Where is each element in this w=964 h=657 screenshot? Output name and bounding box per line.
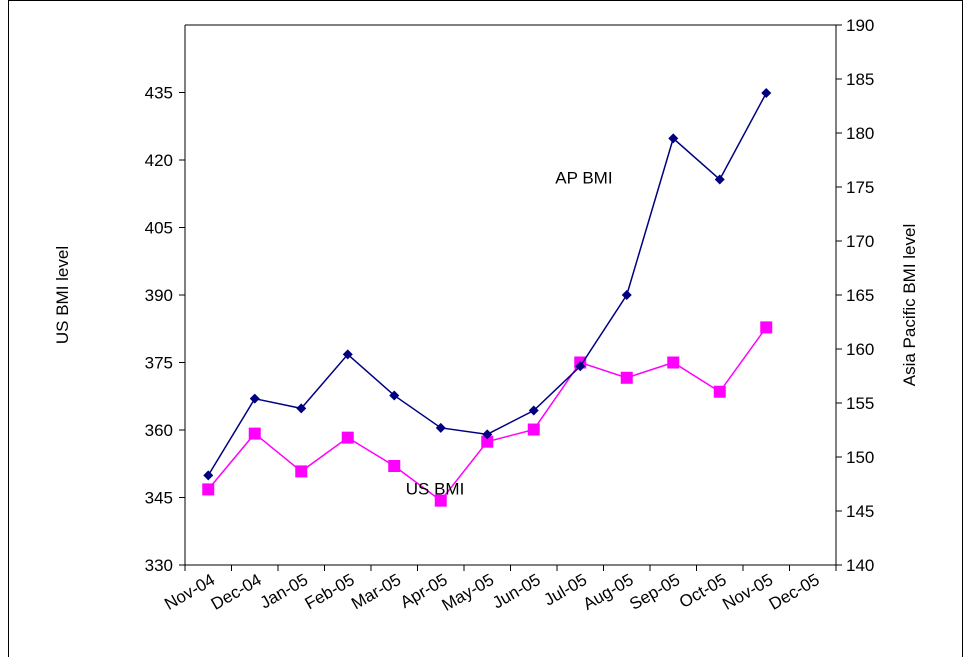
right-tick-label: 140 [846,556,874,575]
x-tick-label: Nov-05 [719,570,776,614]
right-tick-label: 155 [846,394,874,413]
data-point [389,390,400,401]
left-tick-label: 390 [145,286,173,305]
x-tick-label: Mar-05 [348,570,404,613]
right-tick-label: 185 [846,70,874,89]
data-point [527,423,540,436]
data-point [388,460,401,472]
data-point [482,429,493,440]
data-point [435,422,446,433]
data-point [667,356,680,369]
series-line [207,326,767,502]
right-tick-label: 190 [846,16,874,35]
right-tick-label: 160 [846,340,874,359]
data-point [713,385,726,398]
left-tick-label: 345 [145,489,173,508]
x-tick-label: Jan-05 [257,570,312,612]
right-tick-label: 150 [846,448,874,467]
data-point [434,494,447,507]
x-tick-label: Nov-04 [161,570,218,614]
data-point [295,465,308,478]
left-tick-label: 375 [145,354,173,373]
annotation-label: US BMI [406,480,465,499]
right-tick-label: 175 [846,178,874,197]
annotations: AP BMI US BMI [406,168,613,498]
left-tick-label: 405 [145,219,173,238]
data-point [203,470,214,481]
x-tick-label: Sep-05 [626,570,683,614]
data-point [248,427,261,440]
right-tick-label: 170 [846,232,874,251]
left-axis-ticks: 330 345 360 375 390 405 420 435 [145,84,185,575]
data-point [342,349,353,360]
right-tick-label: 145 [846,502,874,521]
x-tick-label: Feb-05 [302,570,358,613]
right-axis-ticks: 140 145 150 155 160 165 170 175 180 185 190 [836,16,874,575]
right-tick-label: 165 [846,286,874,305]
x-tick-label: Jun-05 [489,570,544,612]
left-tick-label: 420 [145,151,173,170]
left-tick-label: 330 [145,556,173,575]
x-tick-label: Dec-05 [766,570,823,614]
data-point [528,405,539,416]
x-tick-label: Dec-04 [208,570,265,614]
data-point [668,133,679,144]
annotation-label: AP BMI [555,168,612,187]
left-tick-label: 435 [145,84,173,103]
data-point [760,321,773,334]
x-tick-label: May-05 [439,570,498,615]
axes [184,24,837,566]
data-point [296,403,307,414]
data-point [761,88,772,99]
right-tick-label: 180 [846,124,874,143]
left-axis-title: US BMI level [53,246,72,344]
data-point [620,371,633,384]
data-point [481,435,494,448]
series-layer [202,88,773,507]
x-axis-ticks: Nov-04Dec-04Jan-05Feb-05Mar-05Apr-05May-… [161,565,837,615]
data-point [249,393,260,404]
data-point [714,174,725,185]
data-point [341,431,354,444]
left-tick-label: 360 [145,421,173,440]
series-line [207,92,767,476]
data-point [202,483,215,496]
data-point [621,290,632,300]
chart-frame [8,0,963,657]
right-axis-title: Asia Pacific BMI level [900,224,919,387]
data-point [575,361,586,372]
x-tick-label: Oct-05 [676,570,730,612]
series-us-bmi [202,321,773,507]
x-tick-label: Aug-05 [580,570,637,614]
series-ap-bmi [203,88,772,481]
